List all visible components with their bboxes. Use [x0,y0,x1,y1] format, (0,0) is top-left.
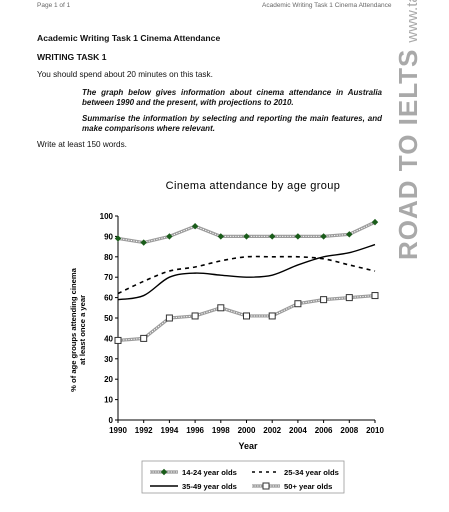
y-tick-label: 20 [104,375,113,384]
data-point-marker [166,233,173,240]
chart-axes: 0 10 20 30 40 50 60 70 80 90 100 1990 1992 1994 1996 19… [100,212,385,435]
x-tick-label: 1992 [135,426,153,435]
data-point-marker [140,239,147,246]
data-point-marker [191,312,199,320]
y-tick-label: 90 [104,232,113,241]
data-point-marker [294,233,302,240]
x-tick-label: 2008 [340,426,358,435]
data-point-marker [217,233,224,240]
legend-item: 25-34 year olds [252,468,339,477]
data-point-marker [165,314,173,322]
y-axis-label-line1: % of age groups attending cinema [69,267,78,391]
data-point-marker [320,233,327,240]
y-axis-label-line2: at least once a year [78,295,87,365]
legend-label: 25-34 year olds [284,468,339,477]
y-tick-label: 10 [104,396,113,405]
data-point-marker [320,296,328,304]
y-tick-label: 80 [104,253,113,262]
x-axis-label: Year [238,441,258,451]
data-point-marker [160,468,168,476]
y-tick-label: 50 [104,314,113,323]
data-point-marker [371,292,379,300]
x-tick-label: 1990 [109,426,127,435]
task-label: WRITING TASK 1 [37,52,107,62]
running-title: Academic Writing Task 1 Cinema Attendanc… [262,2,392,9]
data-point-marker [191,223,199,230]
data-point-marker [114,336,122,344]
x-tick-label: 1998 [212,426,230,435]
series-50-year-olds [114,292,379,344]
series-line [117,243,376,301]
series-14-24-year-olds [114,218,379,246]
x-tick-label: 2002 [263,426,281,435]
y-tick-label: 0 [109,416,114,425]
legend-item: 35-49 year olds [150,482,237,491]
series-25-34-year-olds [117,255,376,295]
task-instruction: The graph below gives information about … [82,88,382,107]
x-tick-label: 2010 [366,426,384,435]
legend-item: 50+ year olds [252,482,332,491]
data-point-marker [269,233,276,240]
data-point-marker [262,482,270,490]
data-point-marker [114,235,122,242]
y-axis-label: % of age groups attending cinema at leas… [69,267,87,391]
data-point-marker [140,334,148,342]
y-tick-label: 70 [104,273,113,282]
series-35-49-year-olds [117,243,376,301]
document-title: Academic Writing Task 1 Cinema Attendanc… [37,33,221,43]
series-line [117,255,376,295]
data-point-marker [345,294,353,302]
x-tick-label: 1994 [161,426,179,435]
y-tick-label: 100 [100,212,114,221]
y-tick-label: 60 [104,294,113,303]
y-tick-label: 30 [104,355,113,364]
data-point-marker [346,231,353,238]
legend-box [141,460,345,494]
data-point-marker [294,300,302,308]
data-point-marker [268,312,276,320]
x-tick-label: 2006 [315,426,333,435]
time-note: You should spend about 20 minutes on thi… [37,70,213,79]
word-count-note: Write at least 150 words. [37,140,127,149]
data-point-marker [371,218,379,226]
legend-label: 35-49 year olds [182,482,237,491]
summary-instruction: Summarise the information by selecting a… [82,114,382,133]
legend-item: 14-24 year olds [150,468,237,477]
chart-title: Cinema attendance by age group [166,180,341,192]
data-point-marker [243,312,250,320]
legend-label: 50+ year olds [284,482,332,491]
x-tick-label: 2004 [289,426,307,435]
legend-label: 14-24 year olds [182,468,237,477]
page-number: Page 1 of 1 [37,2,71,9]
x-tick-label: 2000 [238,426,256,435]
chart-series [114,218,379,344]
y-tick-label: 40 [104,334,113,343]
data-point-marker [243,233,250,240]
chart-legend: 14-24 year olds 25-34 year olds 35-49 year… [141,460,345,494]
data-point-marker [217,304,225,312]
x-tick-label: 1996 [186,426,204,435]
